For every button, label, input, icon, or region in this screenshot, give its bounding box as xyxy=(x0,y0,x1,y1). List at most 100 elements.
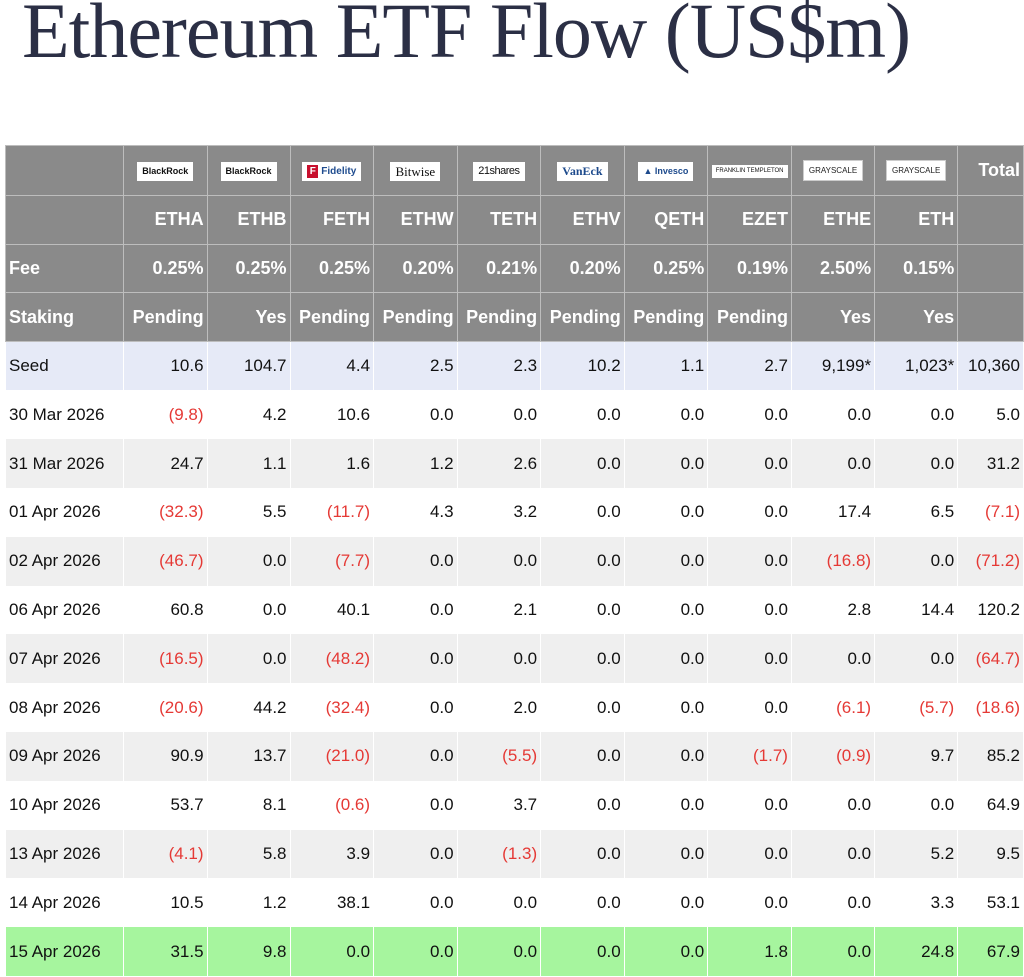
table-row: 13 Apr 2026 (4.1) 5.8 3.9 0.0 (1.3) 0.0 0.0 0.0 0… xyxy=(4,829,1024,879)
fee-cell: 0.25% xyxy=(206,243,291,294)
fee-total-cell xyxy=(957,243,1024,294)
flow-cell: (9.8) xyxy=(123,390,208,440)
staking-cell: Yes xyxy=(206,292,291,343)
flow-cell: 0.0 xyxy=(623,732,709,781)
date-cell: 31 Mar 2026 xyxy=(4,439,125,489)
flow-cell: 1.6 xyxy=(289,439,375,489)
table-row: 07 Apr 2026 (16.5) 0.0 (48.2) 0.0 0.0 0.0 0.0 0.… xyxy=(4,634,1024,684)
date-cell: 13 Apr 2026 xyxy=(4,829,125,879)
date-cell: 08 Apr 2026 xyxy=(4,683,125,733)
issuer-logo-row: BlackRock BlackRock F Fidelity Bitwise 21… xyxy=(4,145,1024,196)
flow-cell: 0.0 xyxy=(707,439,792,489)
flow-cell: 0.0 xyxy=(289,927,375,977)
date-cell: 01 Apr 2026 xyxy=(4,488,125,537)
flow-cell: 5.8 xyxy=(206,829,291,879)
date-cell: 30 Mar 2026 xyxy=(4,390,125,440)
table-row: 08 Apr 2026 (20.6) 44.2 (32.4) 0.0 2.0 0.0 0.0 0… xyxy=(4,683,1024,733)
flow-cell: 1,023* xyxy=(874,341,959,391)
flow-cell: (5.7) xyxy=(874,683,959,733)
ticker-cell: EZET xyxy=(707,194,792,245)
flow-cell: (16.8) xyxy=(790,536,876,586)
total-cell: (71.2) xyxy=(957,536,1024,586)
blackrock-logo: BlackRock xyxy=(137,161,194,181)
flow-cell: 0.0 xyxy=(456,927,542,977)
flow-cell: 0.0 xyxy=(373,585,458,635)
total-cell: 53.1 xyxy=(957,878,1024,928)
flow-cell: 0.0 xyxy=(707,634,792,684)
flow-cell: 0.0 xyxy=(707,829,792,879)
invesco-logo: ▲ Invesco xyxy=(638,161,694,181)
ticker-cell: FETH xyxy=(289,194,375,245)
fee-cell: 0.19% xyxy=(707,243,792,294)
flow-cell: 0.0 xyxy=(790,927,876,977)
issuer-cell: ▲ Invesco xyxy=(623,145,709,196)
issuer-cell: BlackRock xyxy=(206,145,291,196)
issuer-cell: BlackRock xyxy=(123,145,208,196)
flow-cell: 1.8 xyxy=(707,927,792,977)
staking-cell: Yes xyxy=(790,292,876,343)
blackrock-logo: BlackRock xyxy=(220,161,277,181)
flow-cell: 0.0 xyxy=(790,829,876,879)
flow-cell: 90.9 xyxy=(123,732,208,781)
table-row: 01 Apr 2026 (32.3) 5.5 (11.7) 4.3 3.2 0.0 0.0 0.… xyxy=(4,488,1024,537)
21shares-logo: 21shares xyxy=(473,161,525,181)
fee-cell: 0.25% xyxy=(623,243,709,294)
issuer-cell: GRAYSCALE xyxy=(790,145,876,196)
flow-cell: 3.9 xyxy=(289,829,375,879)
flow-cell: 0.0 xyxy=(707,683,792,733)
flow-cell: 0.0 xyxy=(540,780,625,830)
date-cell: 10 Apr 2026 xyxy=(4,780,125,830)
flow-cell: 5.5 xyxy=(206,488,291,537)
flow-cell: 2.5 xyxy=(373,341,458,391)
flow-cell: 14.4 xyxy=(874,585,959,635)
flow-cell: (1.7) xyxy=(707,732,792,781)
corner-cell xyxy=(4,145,125,196)
date-cell: 14 Apr 2026 xyxy=(4,878,125,928)
staking-cell: Pending xyxy=(540,292,625,343)
table-row: 30 Mar 2026 (9.8) 4.2 10.6 0.0 0.0 0.0 0.0 0.0 0.… xyxy=(4,390,1024,440)
fee-row: Fee 0.25% 0.25% 0.25% 0.20% 0.21% 0.20% … xyxy=(4,243,1024,294)
table-row: 10 Apr 2026 53.7 8.1 (0.6) 0.0 3.7 0.0 0.0 0.0 0.… xyxy=(4,780,1024,830)
fee-cell: 0.20% xyxy=(373,243,458,294)
flow-cell: 0.0 xyxy=(623,488,709,537)
flow-cell: 0.0 xyxy=(540,536,625,586)
flow-cell: 1.1 xyxy=(206,439,291,489)
flow-cell: 1.2 xyxy=(206,878,291,928)
flow-cell: (20.6) xyxy=(123,683,208,733)
seed-label: Seed xyxy=(4,341,125,391)
flow-cell: 2.6 xyxy=(456,439,542,489)
franklin-templeton-logo: FRANKLIN TEMPLETON xyxy=(711,164,788,178)
issuer-cell: GRAYSCALE xyxy=(874,145,959,196)
page-title: Ethereum ETF Flow (US$m) xyxy=(22,0,911,74)
flow-cell: 0.0 xyxy=(707,390,792,440)
flow-cell: 104.7 xyxy=(206,341,291,391)
table-row: 02 Apr 2026 (46.7) 0.0 (7.7) 0.0 0.0 0.0 0.0 0.0… xyxy=(4,536,1024,586)
flow-cell: 60.8 xyxy=(123,585,208,635)
issuer-cell: VanEck xyxy=(540,145,625,196)
vaneck-logo: VanEck xyxy=(557,161,608,181)
flow-cell: 0.0 xyxy=(790,390,876,440)
flow-cell: 24.8 xyxy=(874,927,959,977)
flow-cell: 13.7 xyxy=(206,732,291,781)
flow-cell: (7.7) xyxy=(289,536,375,586)
date-cell: 09 Apr 2026 xyxy=(4,732,125,781)
staking-cell: Pending xyxy=(623,292,709,343)
etf-flow-table: BlackRock BlackRock F Fidelity Bitwise 21… xyxy=(4,145,1024,977)
issuer-cell: FRANKLIN TEMPLETON xyxy=(707,145,792,196)
flow-cell: 2.7 xyxy=(707,341,792,391)
fee-cell: 2.50% xyxy=(790,243,876,294)
ticker-cell: ETHV xyxy=(540,194,625,245)
flow-cell: 0.0 xyxy=(540,585,625,635)
flow-cell: 0.0 xyxy=(456,536,542,586)
grayscale-logo: GRAYSCALE xyxy=(885,160,947,182)
flow-cell: 0.0 xyxy=(874,439,959,489)
staking-row: Staking Pending Yes Pending Pending Pend… xyxy=(4,292,1024,343)
flow-cell: 2.3 xyxy=(456,341,542,391)
flow-cell: 0.0 xyxy=(790,780,876,830)
flow-cell: 9,199* xyxy=(790,341,876,391)
ticker-cell: ETHE xyxy=(790,194,876,245)
flow-cell: 0.0 xyxy=(623,829,709,879)
flow-cell: 6.5 xyxy=(874,488,959,537)
flow-cell: 0.0 xyxy=(206,634,291,684)
flow-cell: 10.2 xyxy=(540,341,625,391)
